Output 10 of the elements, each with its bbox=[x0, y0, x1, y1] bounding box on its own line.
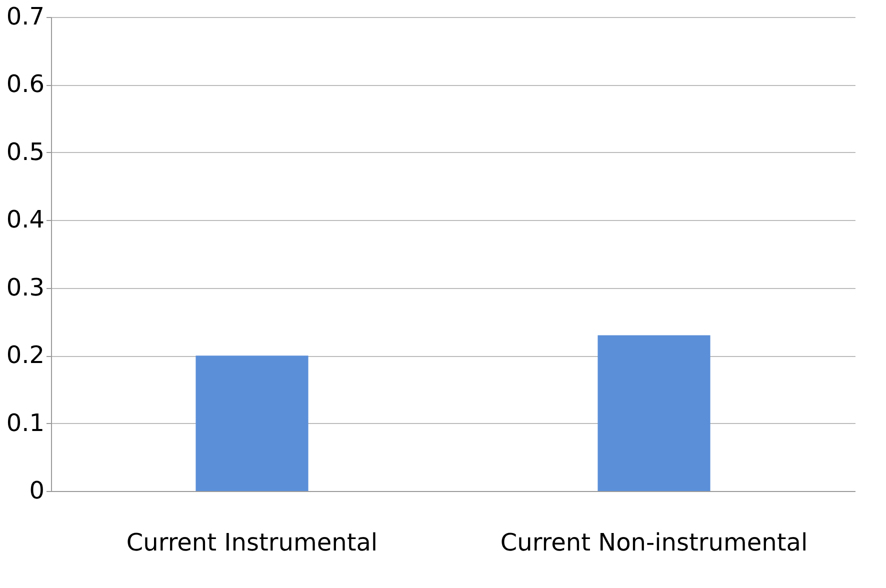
y-tick-label: 0.3 bbox=[6, 273, 44, 302]
x-tick-label: Current Instrumental bbox=[126, 528, 378, 556]
y-tick-label: 0.2 bbox=[6, 341, 44, 370]
y-tick-label: 0.5 bbox=[6, 138, 44, 166]
y-tick-label: 0 bbox=[29, 476, 44, 504]
y-tick-label: 0.1 bbox=[6, 408, 44, 437]
y-tick-label: 0.4 bbox=[6, 206, 44, 234]
y-tick-label: 0.6 bbox=[6, 70, 44, 98]
y-tick-label: 0.7 bbox=[6, 2, 44, 30]
x-tick-label: Current Non-instrumental bbox=[500, 528, 808, 556]
